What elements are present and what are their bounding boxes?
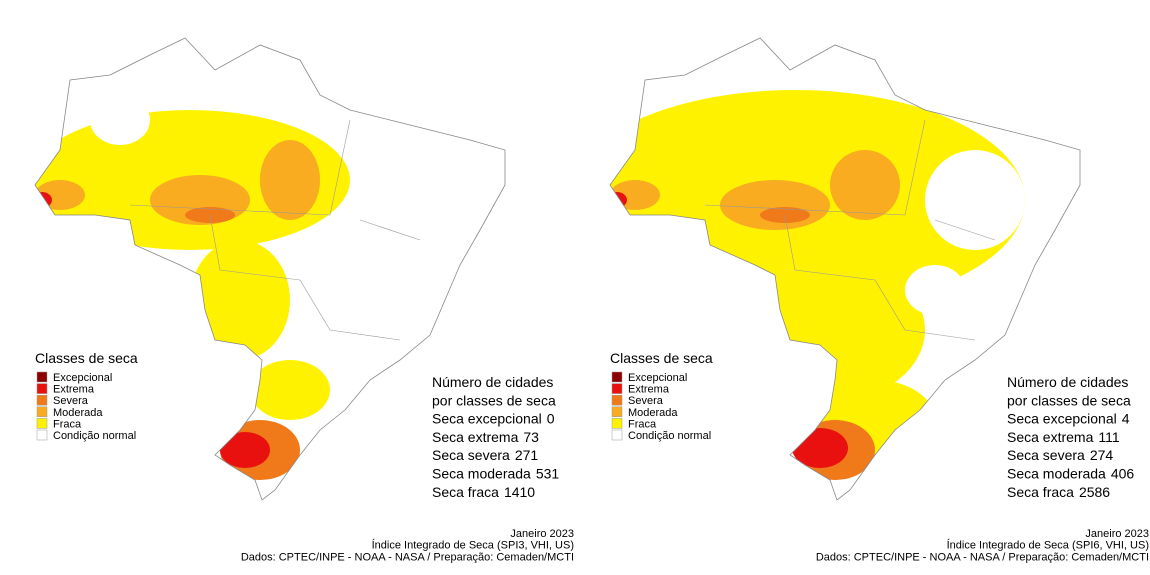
footer-line: Janeiro 2023 xyxy=(510,528,574,540)
stats-value: 274 xyxy=(1090,447,1114,463)
stats-label: Seca extrema xyxy=(432,429,519,445)
legend-swatch xyxy=(611,394,623,406)
footer-line: Índice Integrado de Seca (SPI6, VHI, US) xyxy=(947,539,1149,552)
legend-label: Extrema xyxy=(628,384,670,396)
legend-label: Severa xyxy=(628,395,664,407)
stats-label: Seca moderada xyxy=(1007,466,1106,482)
legend-swatch xyxy=(611,406,623,418)
stats-label: Seca excepcional xyxy=(1007,411,1117,427)
stats-value: 1410 xyxy=(504,484,535,500)
legend-swatch xyxy=(36,394,48,406)
legend-swatch xyxy=(611,418,623,429)
footer-line: Dados: CPTEC/INPE - NOAA - NASA / Prepar… xyxy=(241,551,574,563)
legend-label: Fraca xyxy=(628,418,657,430)
stats-heading: por classes de seca xyxy=(1007,392,1131,408)
stats-row: Seca severa 271 xyxy=(432,447,538,463)
legend-swatch xyxy=(36,418,48,429)
legend-label: Condição normal xyxy=(53,430,136,442)
stats-heading: por classes de seca xyxy=(432,392,556,408)
stats-row: Seca extrema 73 xyxy=(432,429,539,445)
stats-value: 2586 xyxy=(1079,484,1110,500)
stats-heading: Número de cidades xyxy=(1007,374,1128,390)
stats-value: 4 xyxy=(1122,411,1130,427)
legend-swatch xyxy=(36,383,48,394)
panel: Classes de seca ExcepcionalExtremaSeveraM… xyxy=(610,350,1149,563)
map xyxy=(34,37,506,501)
legend-label: Excepcional xyxy=(628,372,687,384)
footer-line: Índice Integrado de Seca (SPI3, VHI, US) xyxy=(372,539,574,552)
legend-label: Severa xyxy=(53,395,89,407)
stats-row: Seca fraca 1410 xyxy=(432,484,535,500)
legend-swatch xyxy=(36,429,48,441)
stats-value: 531 xyxy=(536,466,560,482)
legend-label: Moderada xyxy=(53,407,103,419)
stats-label: Seca fraca xyxy=(432,484,499,500)
legend-label: Fraca xyxy=(53,418,82,430)
stats-label: Seca fraca xyxy=(1007,484,1074,500)
stats-row: Seca severa 274 xyxy=(1007,447,1113,463)
legend-title: Classes de seca xyxy=(35,350,138,366)
stats-label: Seca severa xyxy=(432,447,510,463)
stats-label: Seca extrema xyxy=(1007,429,1094,445)
stats-row: Seca fraca 2586 xyxy=(1007,484,1110,500)
legend-swatch xyxy=(36,406,48,418)
footer-line: Dados: CPTEC/INPE - NOAA - NASA / Prepar… xyxy=(816,551,1149,563)
legend-label: Excepcional xyxy=(53,372,112,384)
legend-label: Extrema xyxy=(53,384,95,396)
stats-row: Seca excepcional 0 xyxy=(432,411,555,427)
stats-label: Seca severa xyxy=(1007,447,1085,463)
panel: Classes de seca ExcepcionalExtremaSeveraM… xyxy=(35,350,574,563)
stats-row: Seca moderada 406 xyxy=(1007,466,1134,482)
legend-swatch xyxy=(36,371,48,383)
stats-row: Seca moderada 531 xyxy=(432,466,559,482)
stats-row: Seca extrema 111 xyxy=(1007,429,1120,445)
legend-label: Moderada xyxy=(628,407,678,419)
legend-swatch xyxy=(611,429,623,441)
stats-value: 406 xyxy=(1111,466,1135,482)
footer-line: Janeiro 2023 xyxy=(1085,528,1149,540)
stats-row: Seca excepcional 4 xyxy=(1007,411,1130,427)
legend-swatch xyxy=(611,383,623,394)
stats-label: Seca moderada xyxy=(432,466,531,482)
legend-title: Classes de seca xyxy=(610,350,713,366)
legend-label: Condição normal xyxy=(628,430,711,442)
legend-swatch xyxy=(611,371,623,383)
stats-value: 0 xyxy=(547,411,555,427)
stats-value: 111 xyxy=(1098,429,1119,445)
stats-heading: Número de cidades xyxy=(432,374,553,390)
stats-value: 271 xyxy=(515,447,539,463)
stats-value: 73 xyxy=(523,429,539,445)
stats-label: Seca excepcional xyxy=(432,411,542,427)
